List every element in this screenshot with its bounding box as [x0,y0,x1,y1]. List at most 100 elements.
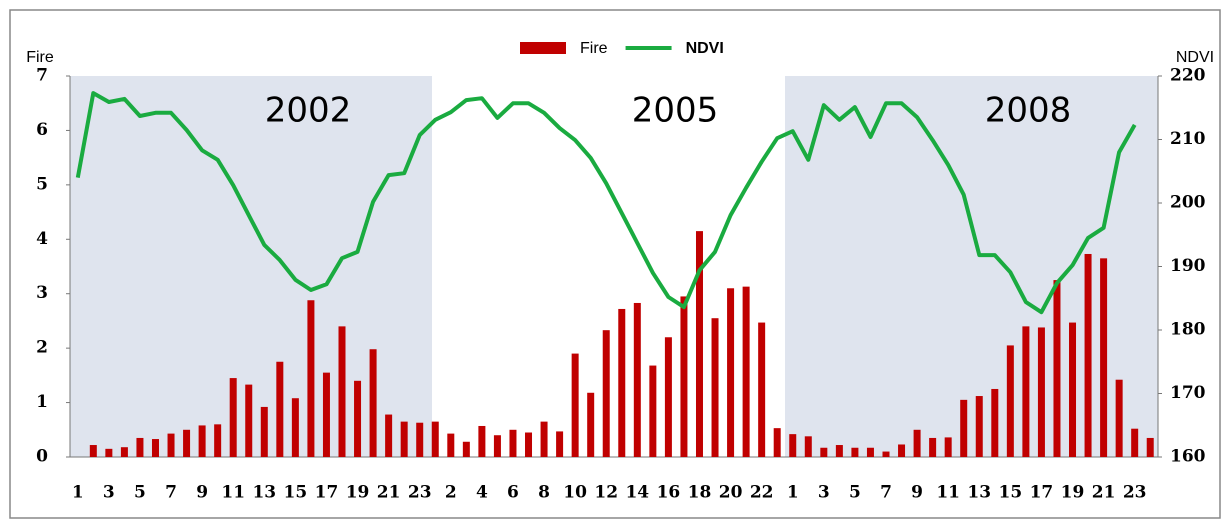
x-tick-label: 14 [625,483,649,503]
bar [587,392,595,457]
bar [898,444,906,457]
x-tick-label: 15 [999,483,1023,503]
bar [509,429,517,457]
year-label: 2005 [632,91,719,131]
bar [960,399,968,457]
line [75,91,1137,315]
bar [820,447,828,457]
x-tick-label: 6 [507,483,519,503]
bar [664,337,672,457]
bar [711,318,719,457]
x-tick-label: 11 [221,483,245,503]
bar [556,431,564,457]
bar [260,406,268,457]
x-tick-label: 19 [1061,483,1085,503]
bar [944,437,952,457]
bar [167,433,175,457]
bar [478,425,486,457]
y2-tick-label: 160 [1170,447,1206,467]
x-tick-label: 23 [408,483,432,503]
y-tick-label: 2 [36,338,48,358]
x-tick-label: 21 [377,483,401,503]
x-tick-label: 7 [880,483,892,503]
bar [727,288,735,457]
bar [618,308,626,457]
x-tick-label: 16 [657,483,681,503]
bar [1100,258,1108,457]
legend-label: Fire [580,40,608,57]
y-tick-label: 0 [36,447,48,467]
y-tick-label: 1 [36,392,48,412]
y-tick-label: 3 [36,283,48,303]
y2-tick-label: 190 [1170,256,1206,276]
x-tick-label: 17 [1030,483,1054,503]
bar [229,378,237,457]
bar [742,286,750,457]
year-label: 2008 [985,91,1072,131]
bar [120,447,128,457]
bar [431,421,439,457]
bar [354,380,362,457]
x-tick-label: 18 [688,483,712,503]
bar [416,422,424,457]
x-tick-label: 5 [849,483,861,503]
bar [105,448,113,457]
y-tick-label: 6 [36,120,48,140]
bar [493,435,501,457]
bar [991,388,999,457]
x-tick-label: 10 [563,483,587,503]
bar [695,231,703,457]
bar [385,414,393,457]
bar [198,425,206,457]
bar [633,302,641,457]
x-tick-label: 23 [1123,483,1147,503]
legend-swatch [520,42,566,54]
legend-label: NDVI [686,40,724,57]
bar [680,296,688,457]
bar [602,330,610,457]
bar [291,398,299,457]
x-tick-label: 4 [476,483,488,503]
bar [1022,326,1030,457]
y2-axis-title: NDVI [1176,49,1214,66]
x-tick-label: 9 [911,483,923,503]
bar [913,429,921,457]
x-tick-label: 13 [252,483,276,503]
y2-tick-label: 220 [1170,66,1206,86]
bar [1084,253,1092,457]
y-axis-title: Fire [26,49,54,66]
x-tick-label: 13 [967,483,991,503]
y2-tick-label: 210 [1170,129,1206,149]
bar [322,372,330,457]
x-tick-label: 3 [818,483,830,503]
bar [183,429,191,457]
x-tick-label: 20 [719,483,743,503]
bar [89,445,97,457]
x-tick-label: 8 [538,483,550,503]
year-label: 2002 [265,91,352,131]
bar [975,396,983,457]
bar [866,447,874,457]
bar [882,451,890,457]
bar [338,326,346,457]
shade [785,76,1158,457]
bar [1069,322,1077,457]
y-tick-label: 4 [36,229,48,249]
bar [1146,437,1154,457]
bar [1037,327,1045,457]
bar [1115,379,1123,457]
x-tick-label: 17 [315,483,339,503]
x-tick-label: 12 [594,483,618,503]
bar [758,322,766,457]
bar [851,447,859,457]
x-tick-label: 21 [1092,483,1116,503]
bar [1053,280,1061,457]
bar [214,424,222,457]
x-tick-label: 9 [196,483,208,503]
x-tick-label: 5 [134,483,146,503]
bar [1006,345,1014,457]
bar [276,361,284,457]
y-tick-label: 7 [36,66,48,86]
x-tick-label: 1 [72,483,84,503]
